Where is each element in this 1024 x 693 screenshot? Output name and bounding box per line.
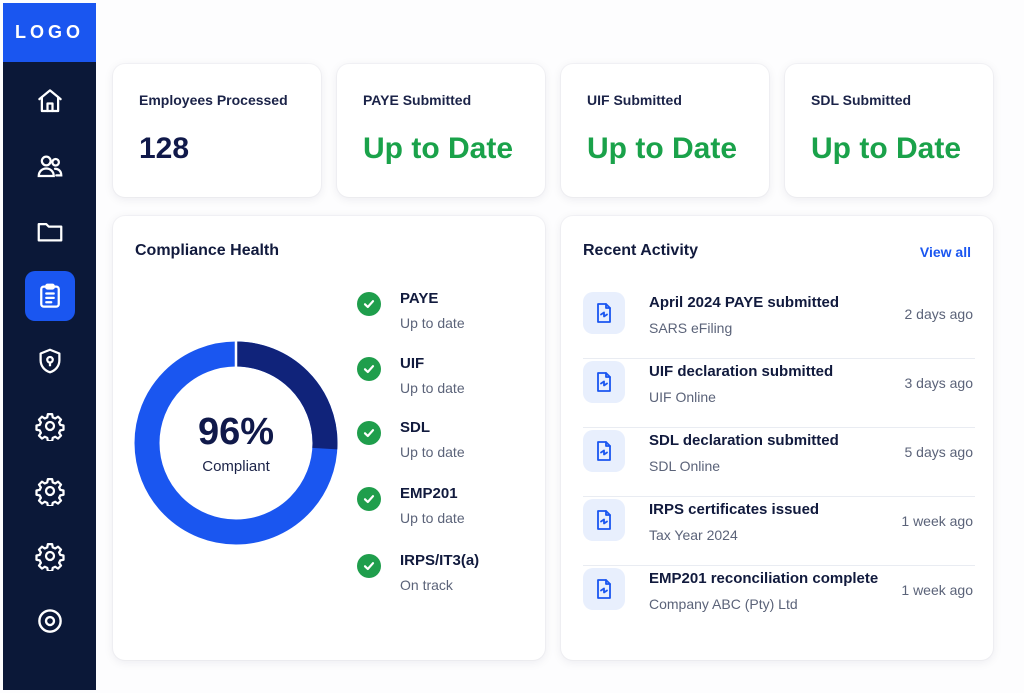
stat-value: Up to Date [811,132,961,165]
stat-label: SDL Submitted [811,92,912,108]
activity-subtitle: Tax Year 2024 [649,527,738,543]
compliance-item-name: SDL [400,419,430,436]
sidebar-item-settings-2[interactable] [25,466,75,516]
sidebar-item-home[interactable] [25,76,75,126]
activity-subtitle: SDL Online [649,458,721,474]
sidebar: LOGO [3,3,96,690]
activity-time: 1 week ago [901,582,973,598]
stat-card-sdl: SDL Submitted Up to Date [785,64,993,197]
stat-card-uif: UIF Submitted Up to Date [561,64,769,197]
compliance-item-name: IRPS/IT3(a) [400,552,480,569]
document-icon [583,292,625,334]
compliance-donut [134,341,338,545]
activity-title: SDL declaration submitted [649,432,839,449]
activity-time: 2 days ago [904,306,974,322]
stat-label: Employees Processed [139,92,288,108]
document-icon [583,361,625,403]
compliance-item-status: Up to date [400,444,465,460]
compliance-item-status: On track [400,577,453,593]
activity-row[interactable]: April 2024 PAYE submitted SARS eFiling 2… [583,290,975,359]
activity-row[interactable]: EMP201 reconciliation complete Company A… [583,566,975,635]
check-circle-icon [357,554,381,578]
home-icon [38,89,62,113]
compliance-item-name: EMP201 [400,485,458,502]
document-icon [583,430,625,472]
stat-value: 128 [139,132,190,165]
activity-subtitle: UIF Online [649,389,716,405]
logo: LOGO [3,3,96,62]
sidebar-item-settings-1[interactable] [25,401,75,451]
users-icon [37,155,63,178]
stat-label: UIF Submitted [587,92,682,108]
gear-icon [35,413,65,441]
stat-card-employees: Employees Processed 128 [113,64,321,197]
compliance-item-status: Up to date [400,315,465,331]
activity-title: EMP201 reconciliation complete [649,570,879,587]
recent-activity-panel: Recent Activity View all April 2024 PAYE… [561,216,993,660]
compliance-percent: 96% [197,411,275,453]
gear-icon [35,478,65,506]
activity-subtitle: SARS eFiling [649,320,733,336]
sidebar-item-users[interactable] [25,141,75,191]
activity-row[interactable]: SDL declaration submitted SDL Online 5 d… [583,428,975,497]
sidebar-item-documents[interactable] [25,206,75,256]
compliance-item-name: UIF [400,355,425,372]
activity-row[interactable]: UIF declaration submitted UIF Online 3 d… [583,359,975,428]
compliance-item-status: Up to date [400,510,465,526]
activity-subtitle: Company ABC (Pty) Ltd [649,596,798,612]
stat-value: Up to Date [363,132,513,165]
compliance-caption: Compliant [202,458,270,475]
stat-label: PAYE Submitted [363,92,472,108]
panel-title: Compliance Health [135,242,280,259]
sidebar-item-target[interactable] [25,596,75,646]
stat-card-paye: PAYE Submitted Up to Date [337,64,545,197]
compliance-health-panel: Compliance Health 96% Compliant PAYE Up … [113,216,545,660]
folder-icon [37,223,63,242]
activity-title: April 2024 PAYE submitted [649,294,840,311]
view-all-link[interactable]: View all [919,244,971,260]
activity-time: 3 days ago [904,375,974,391]
activity-time: 5 days ago [904,444,974,460]
sidebar-item-compliance[interactable] [25,271,75,321]
clipboard-icon [40,283,60,308]
check-circle-icon [357,357,381,381]
check-circle-icon [357,292,381,316]
check-circle-icon [357,421,381,445]
sidebar-item-security[interactable] [25,336,75,386]
activity-title: IRPS certificates issued [649,501,820,518]
document-icon [583,568,625,610]
panel-title: Recent Activity [583,242,698,259]
check-circle-icon [357,487,381,511]
activity-title: UIF declaration submitted [649,363,834,380]
sidebar-item-settings-3[interactable] [25,531,75,581]
activity-row[interactable]: IRPS certificates issued Tax Year 2024 1… [583,497,975,566]
gear-icon [35,543,65,571]
activity-time: 1 week ago [901,513,973,529]
shield-icon [39,348,61,374]
stat-value: Up to Date [587,132,737,165]
document-icon [583,499,625,541]
compliance-item-name: PAYE [400,290,439,307]
target-icon [38,609,62,633]
compliance-item-status: Up to date [400,380,465,396]
